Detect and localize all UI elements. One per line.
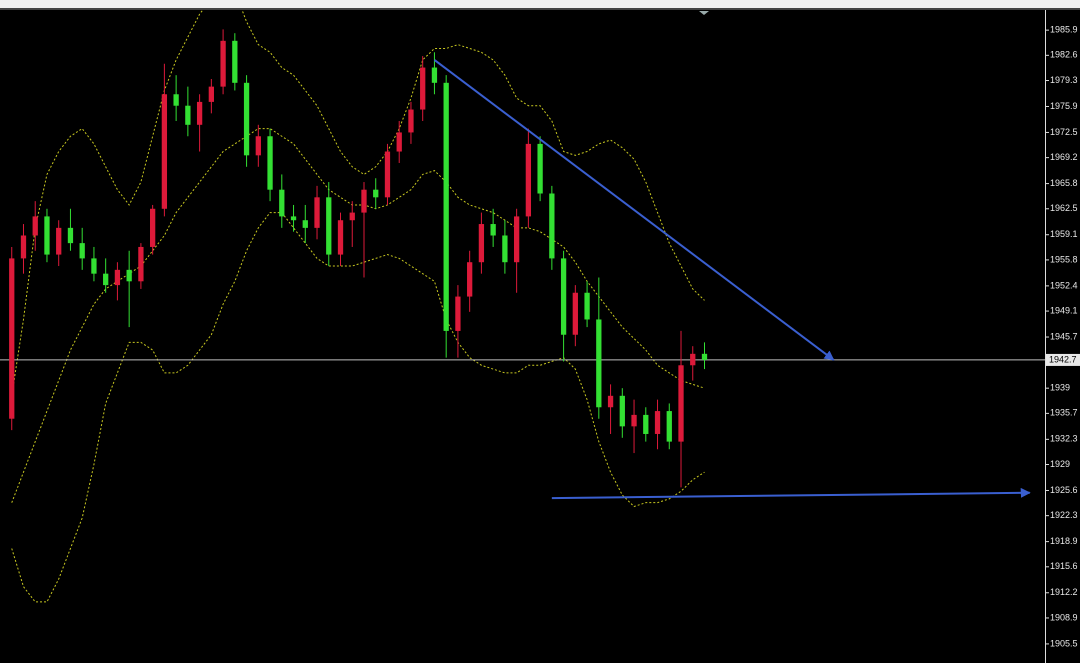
candle-body (560, 258, 567, 335)
candle-body (67, 227, 74, 244)
candle-body (678, 365, 684, 442)
trendline (551, 487, 1031, 500)
candle-body (654, 411, 661, 434)
candle-body (490, 224, 496, 236)
candle-body (126, 269, 132, 282)
current-price-box (1046, 353, 1080, 366)
candle-body (408, 109, 414, 133)
candle-body (502, 235, 508, 263)
candle-body (32, 216, 38, 236)
candle-body (91, 258, 97, 274)
candle-body (196, 101, 203, 125)
y-tick-label: 1955.8 (1050, 254, 1078, 264)
y-tick-label: 1925.6 (1050, 485, 1078, 495)
bollinger-band (11, 212, 705, 603)
candle-body (596, 319, 602, 408)
candle-body (513, 216, 520, 263)
candle-body (255, 136, 261, 156)
shift-marker (699, 11, 709, 15)
candle-body (314, 197, 320, 228)
bollinger-band (11, 10, 705, 396)
candle-body (20, 235, 27, 259)
candle-body (607, 395, 614, 408)
candle-body (44, 216, 50, 255)
candle-body (103, 273, 109, 286)
plot-area (0, 10, 1045, 603)
candle-body (455, 296, 461, 331)
y-tick-label: 1905.5 (1050, 638, 1078, 648)
candle-body (9, 258, 15, 419)
y-tick-label: 1952.4 (1050, 280, 1078, 290)
candle-body (302, 220, 308, 228)
candle-body (267, 136, 273, 190)
candle-body (584, 292, 590, 320)
y-tick-label: 1945.7 (1050, 331, 1078, 341)
candle-body (361, 189, 367, 213)
candle-body (279, 189, 285, 217)
candle-body (290, 216, 297, 221)
candle-body (420, 67, 426, 110)
y-tick-label: 1922.3 (1050, 510, 1078, 520)
candle-body (220, 40, 226, 87)
y-tick-label: 1972.5 (1050, 127, 1078, 137)
candle-body (443, 82, 449, 331)
candle-body (643, 414, 649, 434)
candle-body (185, 105, 191, 125)
candle-body (478, 224, 485, 263)
y-tick-label: 1915.6 (1050, 561, 1078, 571)
y-tick-label: 1985.9 (1050, 25, 1078, 35)
candle-body (337, 220, 344, 255)
y-tick-label: 1932.3 (1050, 434, 1078, 444)
y-tick-label: 1959.1 (1050, 229, 1078, 239)
candle-body (173, 94, 179, 106)
candle-body (56, 227, 62, 255)
y-tick-label: 1912.2 (1050, 587, 1078, 597)
candle-body (690, 353, 696, 366)
trendline (433, 59, 835, 361)
candle-body (666, 411, 672, 442)
candle-body (149, 208, 156, 247)
candle-body (161, 94, 168, 209)
candle-body (243, 82, 250, 156)
candle-body (396, 132, 402, 152)
y-tick-label: 1908.9 (1050, 612, 1078, 622)
candle-body (138, 246, 144, 282)
candle-body (373, 189, 379, 198)
y-tick-label: 1975.9 (1050, 101, 1078, 111)
candle-body (114, 269, 121, 286)
price-axis: 1985.9 1982.6 1979.3 1975.9 1972.5 1969.2 1965… (1045, 25, 1080, 648)
candle-body (431, 67, 438, 83)
y-tick-label: 1929 (1050, 459, 1070, 469)
top-bar (0, 0, 1080, 8)
y-tick-label: 1965.8 (1050, 178, 1078, 188)
candle-body (208, 86, 214, 102)
candle-body (467, 262, 473, 297)
y-tick-label: 1949.1 (1050, 305, 1078, 315)
bollinger-band (11, 128, 705, 503)
y-tick-label: 1918.9 (1050, 536, 1078, 546)
y-tick-label: 1962.5 (1050, 203, 1078, 213)
candle-body (525, 143, 532, 217)
current-price-label: 1942.7 (1049, 354, 1077, 364)
y-tick-label: 1979.3 (1050, 75, 1078, 85)
y-tick-label: 1982.6 (1050, 50, 1078, 60)
candle-body (572, 292, 578, 335)
candle-body (232, 40, 238, 83)
candle-body (701, 353, 708, 360)
candle-body (326, 197, 332, 255)
y-tick-label: 1969.2 (1050, 152, 1078, 162)
y-tick-label: 1939 (1050, 383, 1070, 393)
y-tick-label: 1935.7 (1050, 408, 1078, 418)
candle-body (619, 395, 625, 427)
candle-body (349, 212, 355, 221)
candle-body (537, 143, 543, 194)
candle-body (79, 243, 85, 259)
candle-body (631, 414, 637, 427)
candle-body (549, 193, 555, 259)
candle-body (384, 151, 391, 198)
